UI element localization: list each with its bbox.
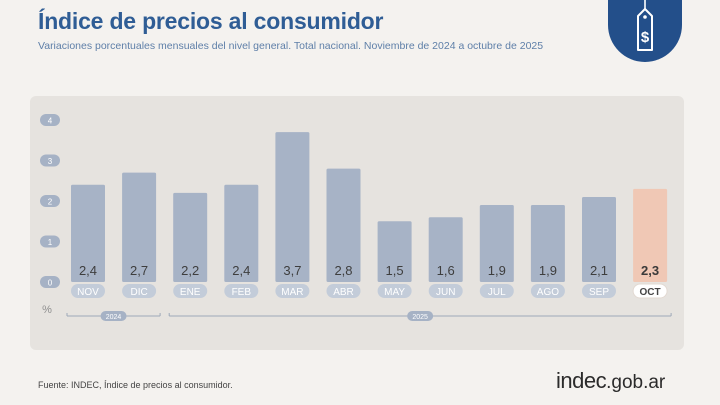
year-badge (407, 311, 434, 321)
source-note: Fuente: INDEC, Índice de precios al cons… (38, 380, 233, 390)
category-pill (428, 284, 463, 298)
bar-value-label: 2,4 (232, 263, 250, 278)
bar (326, 168, 361, 282)
bar-value-label: 1,9 (539, 263, 557, 278)
category-label: ABR (333, 287, 354, 298)
bar (428, 217, 463, 282)
y-tick-label: 1 (48, 238, 53, 247)
price-tag-dollar-icon: $ (637, 0, 653, 51)
page-title: Índice de precios al consumidor (38, 8, 384, 34)
bar (633, 188, 668, 282)
bar (122, 172, 157, 282)
y-axis-unit: % (42, 304, 52, 316)
y-tick-badge (40, 235, 60, 248)
page-subtitle: Variaciones porcentuales mensuales del n… (38, 40, 544, 52)
indec-logo: indec.gob.ar (556, 368, 665, 394)
year-badge (100, 311, 127, 321)
category-label: FEB (232, 287, 252, 298)
y-tick-label: 3 (48, 157, 53, 166)
category-label: ENE (180, 287, 201, 298)
brand-main: indec (556, 368, 607, 393)
y-tick-badge (40, 154, 60, 167)
bar-value-label: 2,7 (130, 263, 148, 278)
category-pill (71, 284, 105, 298)
category-pill (582, 284, 616, 298)
category-pill (326, 284, 361, 298)
category-label: MAY (384, 287, 405, 298)
bar (71, 184, 105, 282)
bar-value-label: 1,6 (437, 263, 455, 278)
category-pill (122, 284, 157, 298)
y-tick-label: 0 (48, 279, 53, 288)
y-tick-label: 4 (48, 117, 53, 126)
bar-value-label: 1,5 (386, 263, 404, 278)
category-pill (530, 284, 565, 298)
bar-value-label: 3,7 (283, 263, 301, 278)
bar (275, 132, 310, 282)
category-label: OCT (640, 287, 661, 298)
year-label: 2024 (106, 314, 122, 321)
category-label: SEP (589, 287, 609, 298)
category-pill (479, 284, 514, 298)
y-tick-badge (40, 195, 60, 207)
bar-value-label: 2,1 (590, 263, 608, 278)
bar-value-label: 2,2 (181, 263, 199, 278)
bar-value-label: 2,8 (334, 263, 352, 278)
bar (479, 205, 514, 282)
category-pill (173, 284, 208, 298)
category-pill (377, 284, 412, 298)
bar (377, 221, 412, 282)
brand-suffix: .gob.ar (606, 372, 666, 393)
category-label: DIC (130, 287, 147, 298)
y-tick-label: 2 (48, 198, 53, 207)
category-pill (275, 284, 310, 298)
bar (582, 196, 616, 282)
bar-value-label: 1,9 (488, 263, 506, 278)
y-tick-badge (40, 276, 60, 288)
y-tick-badge (40, 114, 60, 126)
dollar-sign: $ (641, 29, 650, 46)
category-label: NOV (77, 287, 99, 298)
category-label: JUN (436, 287, 455, 298)
category-label: AGO (537, 287, 559, 298)
category-pill (632, 283, 668, 299)
year-label: 2025 (412, 314, 428, 321)
category-label: MAR (281, 287, 303, 298)
bar (224, 184, 259, 282)
bar (530, 205, 565, 282)
bar-value-label: 2,4 (79, 263, 97, 278)
bar (173, 192, 208, 282)
header-badge: $ (608, 0, 682, 62)
bar-value-label: 2,3 (641, 263, 659, 278)
category-label: JUL (488, 287, 506, 298)
category-pill (224, 284, 259, 298)
